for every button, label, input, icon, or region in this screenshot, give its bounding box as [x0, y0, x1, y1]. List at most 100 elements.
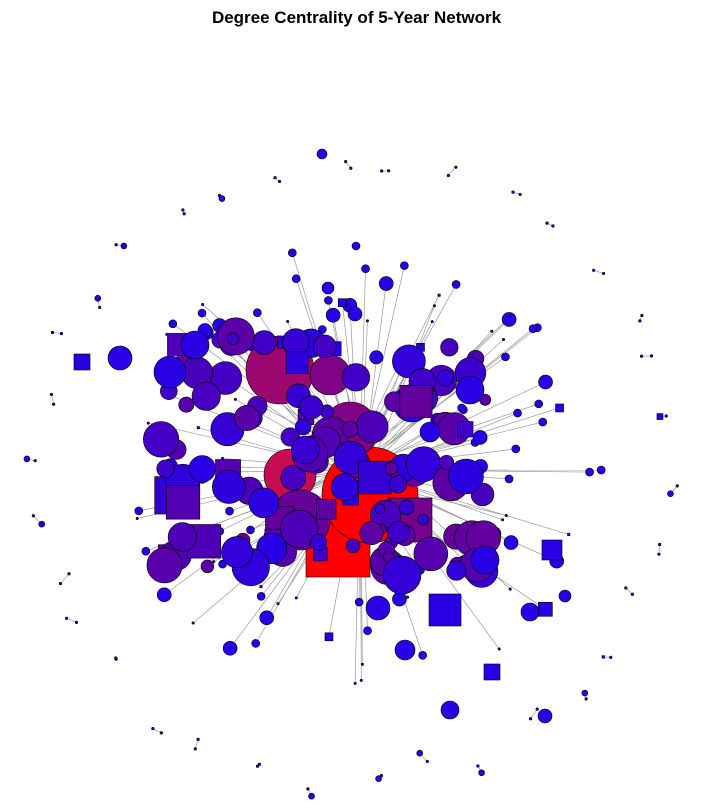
network-node-262: [200, 559, 215, 574]
network-node-323: [470, 545, 500, 575]
network-node-square-54: [555, 403, 564, 413]
network-node-square-70: [259, 585, 263, 589]
network-node-160: [349, 166, 353, 170]
network-node-108: [508, 587, 512, 591]
network-node-258: [439, 454, 455, 470]
network-node-115: [624, 586, 628, 590]
network-node-77: [318, 325, 327, 334]
network-node-211: [413, 536, 449, 572]
network-node-145: [23, 455, 31, 463]
network-node-19: [191, 621, 195, 625]
network-node-317: [520, 602, 540, 622]
edge: [194, 739, 199, 749]
network-node-square-94: [337, 298, 347, 308]
network-node-37: [363, 626, 372, 636]
network-node-47: [222, 640, 238, 656]
network-node-314: [191, 381, 221, 411]
network-node-103: [504, 513, 508, 517]
network-node-333: [347, 306, 363, 322]
edge: [448, 166, 457, 176]
network-node-45: [253, 308, 262, 318]
network-node-253: [280, 509, 319, 549]
network-node-144: [33, 459, 37, 463]
network-node-92: [324, 296, 333, 305]
network-node-166: [518, 192, 522, 197]
network-node-59: [457, 403, 467, 413]
network-node-135: [159, 731, 163, 735]
network-node-246: [312, 334, 337, 359]
network-node-169: [551, 224, 555, 228]
network-node-293: [290, 435, 320, 465]
network-node-113: [657, 552, 661, 556]
network-node-326: [107, 345, 133, 371]
network-node-306: [417, 513, 429, 526]
network-node-106: [472, 430, 488, 445]
network-node-51: [233, 397, 237, 401]
network-node-331: [351, 241, 361, 251]
network-node-159: [277, 179, 282, 184]
network-node-332: [321, 281, 335, 295]
network-node-244: [280, 464, 307, 491]
network-node-165: [446, 173, 450, 178]
network-node-334: [537, 708, 553, 724]
network-node-127: [375, 775, 382, 782]
network-node-square-117: [601, 655, 605, 659]
network-node-11: [490, 329, 494, 333]
network-node-square-256: [165, 485, 201, 520]
network-node-square-274: [457, 421, 474, 438]
network-node-72: [156, 587, 172, 603]
network-node-168: [545, 221, 549, 225]
network-node-7: [501, 518, 505, 522]
network-node-109: [378, 276, 394, 291]
network-node-239: [252, 330, 277, 355]
network-node-276: [341, 421, 359, 438]
network-node-24: [528, 324, 538, 334]
edge: [658, 544, 660, 555]
network-node-138: [74, 620, 79, 624]
network-node-265: [345, 538, 361, 554]
network-node-324: [455, 375, 485, 405]
network-node-71: [585, 467, 594, 477]
network-node-square-177: [656, 413, 664, 420]
network-node-42: [246, 525, 255, 535]
network-node-132: [196, 737, 200, 741]
network-node-58: [354, 597, 364, 607]
network-node-312: [310, 533, 327, 551]
network-node-116: [609, 655, 613, 659]
network-node-225: [146, 547, 183, 584]
network-node-99: [400, 261, 409, 270]
network-node-173: [638, 319, 642, 323]
edge: [593, 269, 604, 274]
network-node-12: [513, 408, 522, 418]
network-node-17: [504, 474, 514, 484]
network-node-142: [31, 514, 36, 518]
network-node-311: [178, 396, 195, 413]
network-node-315: [234, 405, 261, 431]
network-node-87: [212, 560, 216, 564]
network-node-75: [353, 681, 357, 685]
network-node-100: [294, 596, 298, 600]
network-node-275: [382, 555, 422, 595]
network-node-0: [596, 465, 606, 475]
network-node-302: [398, 499, 415, 516]
network-node-square-321: [483, 663, 501, 681]
network-node-162: [387, 169, 391, 173]
network-node-67: [168, 319, 178, 329]
network-node-85: [501, 338, 505, 342]
network-node-26: [501, 352, 510, 362]
network-node-95: [288, 248, 297, 258]
network-node-281: [212, 470, 246, 504]
network-node-31: [365, 319, 369, 323]
network-node-110: [675, 484, 679, 488]
network-node-39: [497, 647, 501, 651]
network-node-154: [182, 212, 186, 216]
network-node-134: [151, 726, 155, 731]
network-node-119: [581, 689, 589, 697]
network-node-172: [640, 313, 644, 318]
network-node-78: [430, 320, 434, 324]
network-node-61: [501, 312, 517, 327]
network-node-square-107: [324, 632, 334, 642]
network-node-148: [59, 331, 64, 336]
network-node-89: [361, 264, 370, 273]
network-node-120: [528, 717, 533, 721]
